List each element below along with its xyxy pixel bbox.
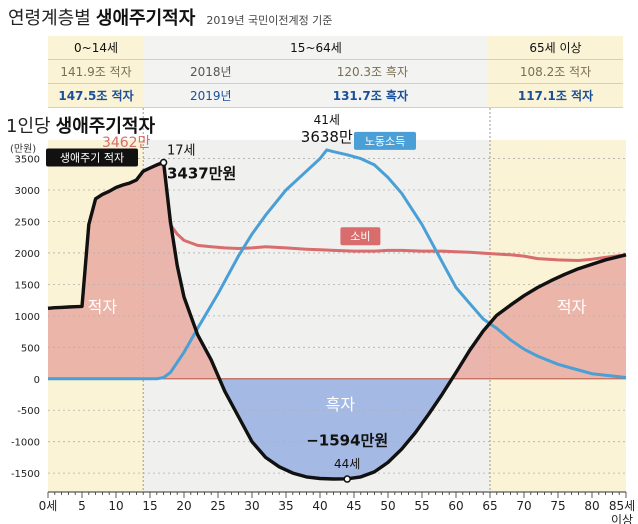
col-header-working: 15~64세: [144, 36, 488, 60]
x-tick-label: 0세: [39, 499, 58, 513]
x-tick-label: 10: [108, 499, 123, 513]
x-tick-label: 40: [312, 499, 327, 513]
peak-deficit-value: 3437만원: [167, 165, 236, 183]
series-line-life-cycle-deficit: [47, 160, 627, 481]
min-surplus-value: −1594만원: [306, 431, 388, 449]
y-tick-label: -500: [17, 406, 40, 417]
col-header-youth: 0~14세: [48, 36, 144, 60]
y-tick-label: 1000: [15, 312, 40, 323]
peak-deficit-marker: [159, 158, 168, 167]
x-tick-label: 70: [516, 499, 531, 513]
surplus-area: [48, 378, 626, 479]
consumption-tag-box: [340, 227, 381, 246]
x-tick-label: 30: [244, 499, 259, 513]
cell-2019-youth: 147.5조 적자: [48, 83, 144, 108]
y-tick-label: -1000: [11, 438, 40, 449]
min-surplus-marker: [343, 475, 351, 483]
peak-deficit-age: 17세: [167, 144, 196, 159]
chart-title: 연령계층별 생애주기적자 2019년 국민이전계정 기준: [8, 4, 332, 30]
labor-tag-text: 노동소득: [365, 135, 405, 148]
cell-2019-elderly: 117.1조 적자: [488, 83, 623, 108]
date-note: 2019년 국민이전계정 기준: [206, 14, 333, 27]
cell-2018-elderly: 108.2조 적자: [488, 59, 623, 84]
subtitle-prefix: 1인당: [6, 116, 51, 137]
x-tick-label: 35: [278, 499, 293, 513]
x-tick-label: 60: [448, 499, 463, 513]
peak-consumption-label: 3462만: [102, 135, 151, 151]
value-2018-working: 120.3조 흑자: [336, 65, 408, 79]
x-tick-label: 50: [380, 499, 395, 513]
y-tick-label: 500: [21, 343, 40, 354]
y-tick-label: 3000: [15, 186, 40, 197]
x-tick-label: 15: [142, 499, 157, 513]
labor-tag-box: [354, 131, 416, 150]
x-tick-label: 85세: [609, 499, 635, 513]
y-axis-unit: (만원): [10, 144, 37, 155]
surplus-label: 흑자: [326, 395, 356, 414]
peak-labor-value: 3638만: [301, 128, 353, 146]
y-tick-label: 1500: [15, 280, 40, 291]
value-2019-working: 131.7조 흑자: [332, 89, 408, 103]
y-tick-label: -1500: [11, 469, 40, 480]
x-tick-label: 55: [414, 499, 429, 513]
summary-table: 0~14세 15~64세 65세 이상 141.9조 적자 2018년 120.…: [48, 36, 623, 108]
cell-2018-youth: 141.9조 적자: [48, 59, 144, 84]
series-tag-box: [46, 148, 138, 167]
chart-subtitle: 1인당 생애주기적자: [6, 112, 155, 138]
col-header-elderly: 65세 이상: [488, 36, 623, 60]
consumption-tag-text: 소비: [350, 230, 370, 243]
table-row: 141.9조 적자 2018년 120.3조 흑자 108.2조 적자: [48, 59, 623, 84]
table-row: 147.5조 적자 2019년 131.7조 흑자 117.1조 적자: [48, 83, 623, 108]
y-tick-label: 2500: [15, 217, 40, 228]
table-header-row: 0~14세 15~64세 65세 이상: [48, 36, 623, 60]
title-light: 연령계층별: [8, 8, 91, 29]
y-tick-label: 2000: [15, 249, 40, 260]
x-tick-label: 75: [550, 499, 565, 513]
cell-2019-working: 2019년 131.7조 흑자: [144, 83, 488, 108]
min-surplus-age: 44세: [334, 457, 360, 471]
x-tick-label: 65: [482, 499, 497, 513]
year-2018: 2018년: [190, 65, 232, 79]
series-line-labor-income: [48, 148, 627, 381]
deficit-label-old: 적자: [557, 297, 587, 316]
title-bold: 생애주기적자: [95, 8, 196, 29]
x-tick-label: 20: [176, 499, 191, 513]
cell-2018-working: 2018년 120.3조 흑자: [144, 59, 488, 84]
x-tick-label-suffix: 이상: [611, 513, 633, 524]
x-tick-label: 5: [78, 499, 86, 513]
year-2019: 2019년: [190, 89, 232, 103]
x-tick-label: 25: [210, 499, 225, 513]
x-tick-label: 80: [584, 499, 599, 513]
y-tick-label: 0: [34, 375, 40, 386]
subtitle-main: 생애주기적자: [55, 116, 156, 137]
x-tick-label: 45: [346, 499, 361, 513]
peak-labor-age: 41세: [314, 113, 340, 127]
series-tag-text: 생애주기 적자: [60, 152, 124, 165]
y-tick-label: 3500: [15, 155, 40, 166]
deficit-label-young: 적자: [88, 297, 118, 316]
